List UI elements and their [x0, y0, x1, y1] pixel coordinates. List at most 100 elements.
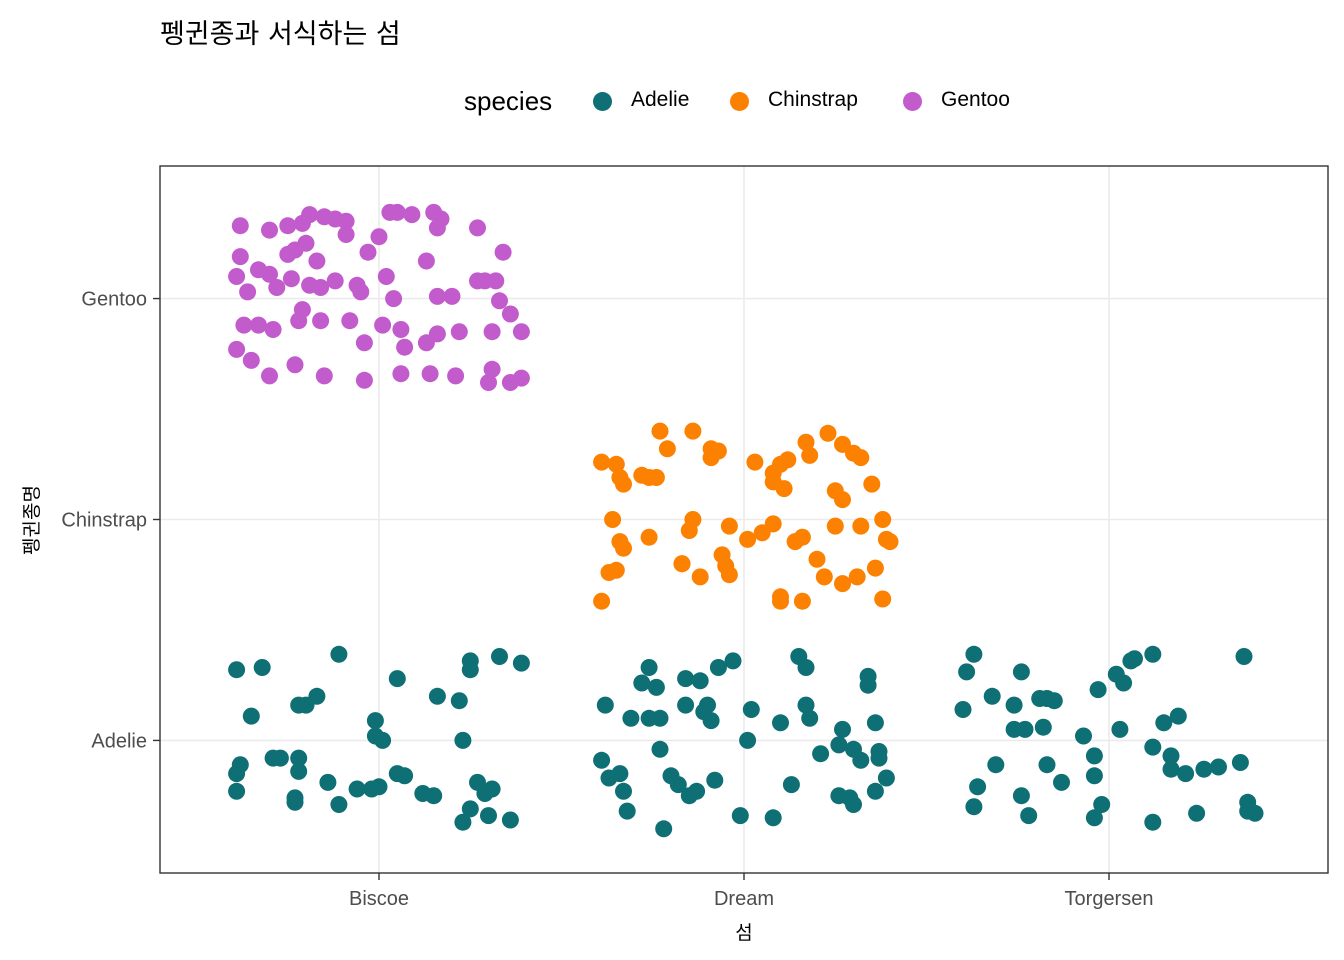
point-adelie [319, 773, 337, 791]
legend: species Adelie Chinstrap Gentoo [0, 84, 1344, 120]
point-gentoo [370, 228, 388, 246]
grid-lines [160, 166, 1328, 873]
point-adelie [699, 696, 716, 714]
point-adelie [677, 670, 695, 688]
point-gentoo [308, 252, 326, 270]
point-adelie [958, 663, 976, 681]
point-adelie [461, 800, 479, 818]
point-chinstrap [881, 533, 899, 551]
point-adelie [425, 787, 443, 805]
legend-title: species [464, 86, 553, 116]
point-gentoo [242, 351, 260, 369]
point-gentoo [312, 279, 330, 296]
point-adelie [1034, 718, 1052, 736]
point-adelie [428, 687, 446, 705]
point-gentoo [293, 301, 311, 319]
point-gentoo [392, 365, 410, 383]
point-gentoo [268, 279, 286, 296]
point-gentoo [403, 206, 421, 224]
point-chinstrap [848, 568, 866, 586]
point-chinstrap [607, 455, 625, 473]
point-chinstrap [866, 559, 884, 577]
point-gentoo [261, 367, 278, 385]
legend-dot-gentoo [903, 92, 922, 111]
point-chinstrap [593, 453, 611, 471]
point-chinstrap [647, 469, 665, 486]
axes: Biscoe Dream Torgersen Adelie Chinstrap Gento… [61, 289, 1153, 910]
point-gentoo [443, 287, 461, 305]
point-chinstrap [801, 446, 819, 464]
point-gentoo [512, 369, 530, 387]
point-adelie [461, 661, 479, 679]
point-adelie [691, 672, 709, 690]
point-gentoo [337, 226, 355, 243]
point-adelie [797, 696, 815, 714]
point-chinstrap [874, 511, 892, 528]
point-adelie [655, 820, 673, 838]
point-gentoo [326, 272, 344, 290]
point-gentoo [261, 221, 278, 239]
point-adelie [388, 670, 406, 688]
point-adelie [1111, 720, 1129, 738]
point-adelie [1053, 773, 1070, 791]
point-gentoo [341, 312, 359, 330]
point-adelie [724, 652, 742, 670]
point-adelie [1195, 760, 1213, 778]
point-adelie [812, 745, 830, 763]
point-adelie [253, 659, 271, 676]
point-gentoo [239, 283, 257, 301]
point-adelie [454, 731, 472, 749]
point-adelie [1246, 804, 1264, 822]
point-gentoo [491, 292, 508, 310]
point-adelie [501, 811, 519, 829]
point-gentoo [261, 265, 278, 283]
point-adelie [611, 765, 629, 783]
point-chinstrap [658, 440, 676, 458]
point-adelie [1162, 747, 1180, 765]
point-chinstrap [764, 515, 782, 533]
point-gentoo [228, 340, 246, 358]
point-adelie [596, 696, 614, 714]
point-adelie [1235, 648, 1253, 665]
point-gentoo [352, 283, 370, 301]
point-adelie [366, 712, 384, 730]
y-tick-label: Adelie [91, 730, 147, 752]
point-gentoo [428, 219, 446, 237]
point-adelie [772, 714, 789, 732]
point-gentoo [301, 206, 319, 224]
point-adelie [1155, 714, 1173, 732]
point-gentoo [447, 367, 465, 385]
point-adelie [1177, 765, 1195, 783]
point-gentoo [279, 217, 297, 235]
legend-label-adelie: Adelie [631, 88, 690, 111]
point-gentoo [231, 217, 249, 235]
point-adelie [1144, 813, 1162, 831]
point-adelie [290, 696, 308, 714]
point-adelie [731, 807, 749, 825]
point-adelie [1012, 787, 1030, 805]
point-adelie [450, 692, 468, 710]
point-adelie [1162, 760, 1180, 778]
point-adelie [866, 782, 884, 800]
point-chinstrap [615, 539, 632, 557]
point-adelie [228, 661, 246, 679]
point-adelie [669, 776, 687, 794]
x-tick-label: Dream [714, 888, 774, 910]
point-gentoo [231, 248, 249, 266]
point-adelie [1045, 692, 1063, 710]
point-gentoo [286, 356, 304, 374]
point-adelie [491, 648, 508, 665]
point-adelie [1188, 804, 1206, 822]
point-adelie [983, 687, 1001, 705]
point-gentoo [228, 268, 246, 285]
point-chinstrap [615, 475, 632, 493]
point-gentoo [337, 212, 355, 230]
point-adelie [742, 701, 760, 718]
point-gentoo [487, 272, 505, 290]
point-adelie [651, 709, 669, 727]
point-gentoo [428, 325, 446, 343]
point-adelie [1085, 767, 1103, 785]
point-chinstrap [797, 433, 815, 451]
point-chinstrap [819, 424, 837, 442]
point-chinstrap [874, 590, 892, 608]
